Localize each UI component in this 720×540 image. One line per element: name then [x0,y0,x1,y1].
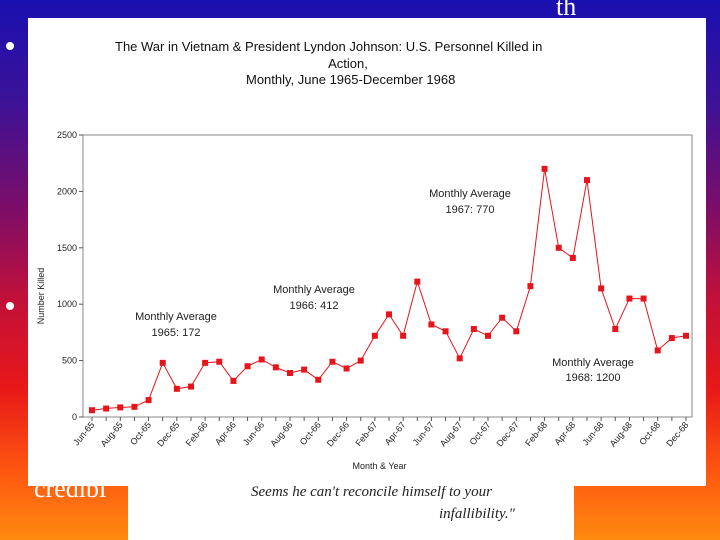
data-point [202,359,209,366]
data-point [470,326,477,333]
y-tick-label: 500 [62,356,77,366]
x-tick-label: Dec-67 [495,420,521,449]
x-tick-label: Oct-68 [637,420,662,447]
data-point [230,377,237,384]
annotation-line2: 1965: 172 [152,327,201,339]
data-point [640,295,647,302]
y-tick-label: 0 [72,412,77,422]
x-tick-label: Apr-68 [552,420,577,447]
chart-title-line: Action, [328,56,368,71]
x-tick-label: Aug-67 [438,420,464,449]
data-point [386,311,392,318]
data-point [145,397,152,404]
x-tick-label: Dec-66 [325,420,351,449]
data-point [89,407,95,414]
annotation-line1: Monthly Average [273,284,355,296]
data-point [555,244,562,251]
data-point [188,383,194,390]
x-tick-label: Aug-68 [608,420,634,449]
x-tick-label: Dec-68 [664,420,690,449]
bullet-icon [6,42,14,50]
data-point [414,278,421,285]
data-point [612,326,619,333]
x-tick-label: Oct-66 [298,420,323,447]
x-tick-label: Oct-67 [468,420,493,447]
data-point [371,332,378,339]
x-tick-label: Jun-65 [71,420,96,448]
annotation-line1: Monthly Average [552,357,634,369]
x-tick-label: Dec-65 [155,420,181,449]
data-point [117,404,124,411]
data-point [569,254,576,261]
cartoon-caption-line2: infallibility." [439,506,515,522]
annotation-line2: 1968: 1200 [565,372,620,384]
bullet-icon [6,302,14,310]
annotation-monthly-average: Monthly Average 1968: 1200 [552,357,634,384]
data-point [301,366,308,373]
cartoon-caption-line1: Seems he can't reconcile himself to your [251,484,492,500]
data-point [513,328,520,335]
plot-area [82,134,693,418]
x-tick-label: Jun-66 [241,420,266,448]
data-point [287,370,293,377]
data-point [668,335,675,342]
data-point [442,328,449,335]
annotation-line2: 1967: 770 [446,204,495,216]
data-point [131,403,138,410]
data-point [485,332,491,339]
data-point [329,358,336,365]
annotation-monthly-average: Monthly Average 1966: 412 [273,284,355,312]
x-tick-label: Jun-68 [580,420,605,448]
data-point [216,358,223,365]
data-point [654,347,661,354]
data-point [541,165,548,172]
data-point [315,376,322,383]
data-point [357,357,364,364]
data-point [244,363,251,370]
x-tick-label: Apr-66 [213,420,238,447]
annotation-line1: Monthly Average [429,188,511,200]
annotation-line2: 1966: 412 [290,300,339,312]
y-tick-label: 1000 [57,299,77,309]
chart-title-line: The War in Vietnam & President Lyndon Jo… [115,39,542,54]
data-point [683,332,689,339]
data-point [499,314,506,321]
x-tick-label: Feb-66 [184,420,210,448]
x-tick-label: Feb-67 [353,420,379,448]
y-tick-label: 1500 [57,243,77,253]
x-tick-label: Feb-68 [523,420,549,448]
x-tick-label: Oct-65 [128,420,153,447]
data-point [456,355,463,362]
y-axis-label: Number Killed [36,268,46,325]
x-tick-label: Apr-67 [383,420,408,447]
data-point [343,365,350,372]
data-point [527,283,534,290]
annotation-monthly-average: Monthly Average 1965: 172 [135,311,217,339]
chart-title: The War in Vietnam & President Lyndon Jo… [115,39,542,87]
x-axis-label: Month & Year [352,461,406,471]
x-tick-label: Jun-67 [411,420,436,448]
annotation-line1: Monthly Average [135,311,217,323]
chart-title-line: Monthly, June 1965-December 1968 [246,72,455,87]
data-point [159,359,166,366]
line-chart: The War in Vietnam & President Lyndon Jo… [36,39,693,471]
data-point [258,356,265,363]
annotation-monthly-average: Monthly Average 1967: 770 [429,188,511,216]
data-point [626,295,633,302]
data-point [103,405,110,412]
chart-panel: The War in Vietnam & President Lyndon Jo… [28,18,706,486]
data-point [428,321,435,328]
data-point [272,364,279,371]
data-point [598,285,605,292]
y-tick-label: 2500 [57,130,77,140]
data-point [584,177,590,184]
x-tick-label: Aug-66 [268,420,294,449]
data-point [173,385,180,392]
x-tick-label: Aug-65 [98,420,124,449]
y-tick-label: 2000 [57,186,77,196]
data-point [400,332,407,339]
